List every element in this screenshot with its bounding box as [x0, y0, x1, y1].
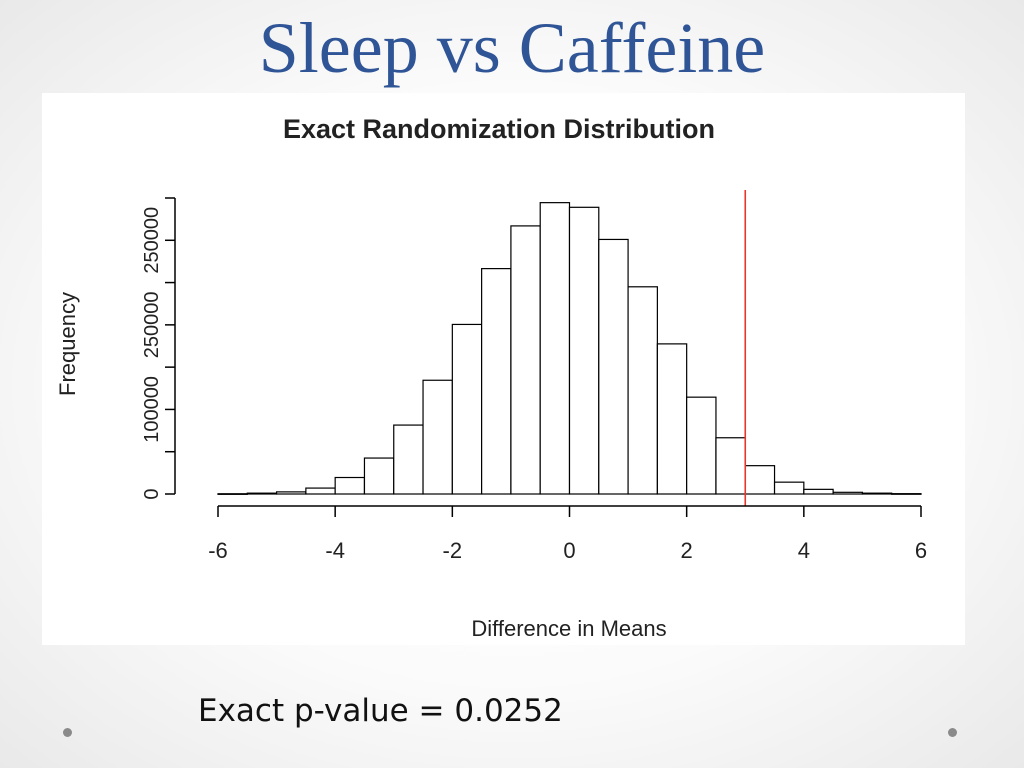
- histogram-bar: [451, 323, 483, 495]
- histogram-bar: [334, 476, 366, 495]
- x-tick-label: 2: [681, 538, 693, 563]
- x-tick-label: -4: [325, 538, 345, 563]
- histogram-bar: [568, 206, 600, 495]
- x-axis-label: Difference in Means: [471, 616, 666, 641]
- y-axis-label: Frequency: [55, 292, 80, 396]
- x-tick-label: 0: [563, 538, 575, 563]
- histogram-bar: [393, 424, 424, 495]
- x-axis: -6 -4 -2 0 2 4 6: [208, 505, 927, 563]
- corner-dot-right: [948, 728, 957, 737]
- y-tick-label: 0: [141, 488, 163, 499]
- histogram-bar: [627, 286, 658, 495]
- x-tick-label: -2: [443, 538, 463, 563]
- histogram-bar: [715, 437, 746, 495]
- histogram-bar: [363, 457, 395, 495]
- histogram-bar: [803, 488, 834, 495]
- histogram-bar: [275, 491, 307, 495]
- histogram-bar: [510, 225, 541, 495]
- histogram-bar: [246, 492, 278, 495]
- histogram-bar: [481, 268, 512, 495]
- histogram-chart: Exact Randomization Distribution 0 100000…: [42, 93, 965, 645]
- slide-title: Sleep vs Caffeine: [258, 8, 766, 88]
- histogram-bar: [744, 465, 776, 495]
- histogram-bar: [305, 487, 336, 495]
- histogram-bar: [539, 202, 571, 495]
- corner-dot-left: [63, 728, 72, 737]
- y-tick-label: 100000: [141, 376, 163, 443]
- histogram-bars: [217, 202, 922, 495]
- histogram-bar: [422, 379, 453, 495]
- y-axis: 0 100000 250000 250000: [141, 197, 176, 500]
- histogram-bar: [773, 481, 805, 495]
- y-tick-label: 250000: [141, 291, 163, 358]
- p-value-text: Exact p-value = 0.0252: [198, 693, 563, 729]
- x-tick-label: 4: [798, 538, 810, 563]
- histogram-bar: [891, 493, 922, 495]
- y-tick-label: 250000: [141, 207, 163, 274]
- histogram-bar: [861, 492, 893, 495]
- chart-canvas: Exact Randomization Distribution 0 100000…: [55, 114, 927, 641]
- histogram-bar: [217, 493, 248, 495]
- histogram-bar: [598, 238, 629, 495]
- x-tick-label: 6: [915, 538, 927, 563]
- histogram-bar: [832, 491, 864, 495]
- histogram-bar: [656, 343, 688, 495]
- histogram-bar: [686, 396, 717, 495]
- x-tick-label: -6: [208, 538, 228, 563]
- chart-title: Exact Randomization Distribution: [283, 114, 715, 144]
